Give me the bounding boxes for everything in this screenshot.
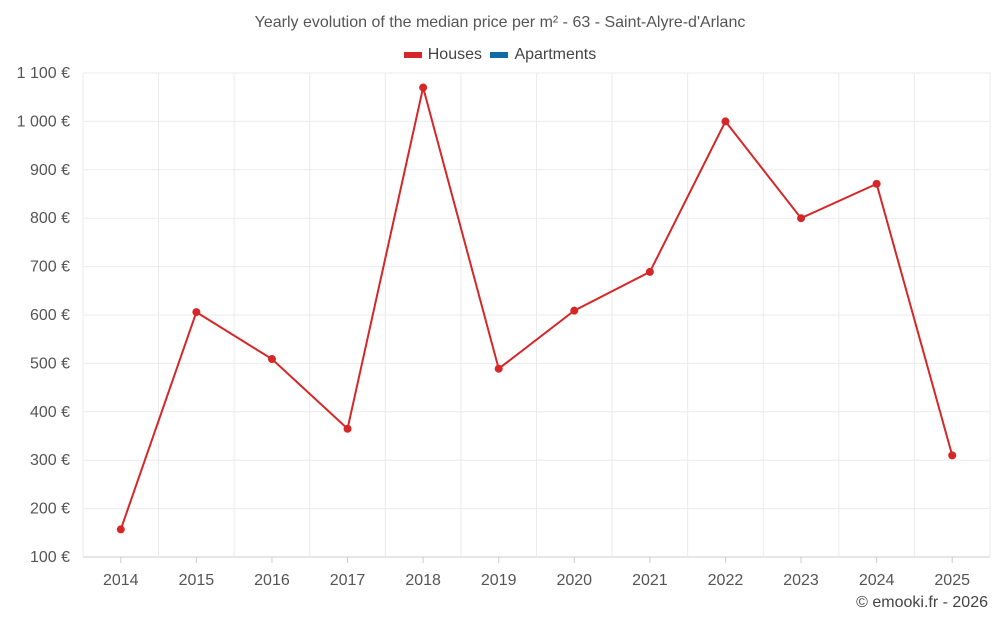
x-tick-label: 2022 xyxy=(708,572,744,589)
y-tick-label: 600 € xyxy=(30,307,70,324)
legend-item-apartments[interactable]: Apartments xyxy=(490,46,596,64)
y-tick-label: 900 € xyxy=(30,162,70,179)
data-point xyxy=(267,355,276,364)
legend-label-apartments: Apartments xyxy=(514,46,597,63)
x-tick-label: 2019 xyxy=(481,572,517,589)
x-tick-label: 2025 xyxy=(934,572,970,589)
data-point xyxy=(343,424,352,433)
x-tick-label: 2015 xyxy=(179,572,215,589)
y-tick-label: 200 € xyxy=(30,501,70,518)
y-tick-label: 500 € xyxy=(30,355,70,372)
series-line-houses xyxy=(119,87,954,530)
data-point xyxy=(570,306,579,315)
y-tick-label: 1 000 € xyxy=(17,113,70,130)
x-tick-label: 2020 xyxy=(556,572,592,589)
legend-item-houses[interactable]: Houses xyxy=(403,46,482,64)
x-tick-label: 2016 xyxy=(254,572,290,589)
y-tick-label: 400 € xyxy=(30,404,70,421)
x-tick-label: 2014 xyxy=(103,572,139,589)
data-point xyxy=(872,179,881,188)
data-point xyxy=(116,525,125,534)
y-tick-label: 100 € xyxy=(30,549,70,566)
data-point xyxy=(721,117,730,126)
legend-label-houses: Houses xyxy=(427,46,482,63)
legend-swatch-apartments xyxy=(490,52,509,58)
y-tick-label: 1 100 € xyxy=(17,65,70,82)
x-tick-label: 2018 xyxy=(405,572,441,589)
chart-title: Yearly evolution of the median price per… xyxy=(254,14,746,31)
chart-legend: Houses Apartments xyxy=(0,45,1000,64)
x-tick-label: 2023 xyxy=(783,572,819,589)
x-tick-label: 2017 xyxy=(330,572,366,589)
data-point xyxy=(645,267,654,276)
x-tick-label: 2021 xyxy=(632,572,668,589)
x-tick-label: 2024 xyxy=(859,572,895,589)
y-tick-label: 300 € xyxy=(30,452,70,469)
y-tick-label: 700 € xyxy=(30,259,70,276)
legend-swatch-houses xyxy=(403,52,422,58)
credit-text: © emooki.fr - 2026 xyxy=(856,594,988,611)
y-tick-label: 800 € xyxy=(30,210,70,227)
data-point xyxy=(948,451,957,460)
data-point xyxy=(192,308,201,317)
data-point xyxy=(419,83,428,92)
data-point xyxy=(797,214,806,223)
data-point xyxy=(494,364,503,373)
